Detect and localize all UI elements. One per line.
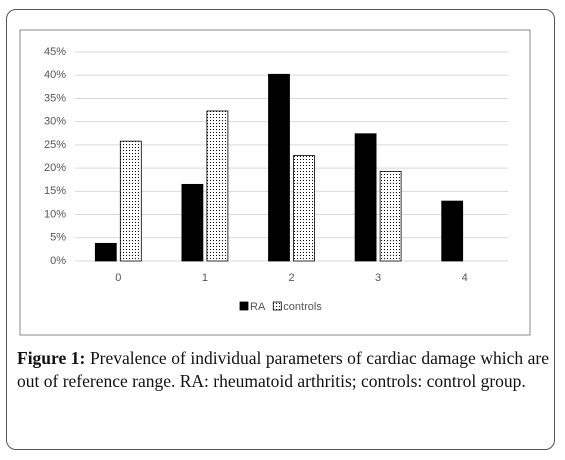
bar (181, 183, 204, 262)
bar (119, 140, 142, 262)
bar (94, 242, 117, 262)
chart-border (19, 29, 531, 336)
legend-swatch (239, 301, 249, 311)
bar (268, 73, 290, 262)
legend-label: controls (283, 301, 322, 313)
y-tick-label: 25% (44, 139, 66, 151)
y-tick-label: 5% (50, 232, 66, 244)
x-tick-label: 1 (202, 272, 208, 284)
x-tick-label: 3 (375, 272, 381, 284)
bar (441, 200, 464, 262)
bar (379, 170, 402, 262)
y-tick-label: 40% (44, 69, 66, 81)
caption-label: Figure 1: (17, 348, 86, 368)
y-tick-label: 15% (44, 185, 66, 197)
caption-text: Prevalence of individual parameters of c… (17, 348, 549, 391)
y-tick-label: 0% (50, 255, 66, 267)
y-tick-label: 35% (44, 92, 66, 104)
y-tick-label: 10% (44, 208, 66, 220)
legend-swatch (272, 301, 282, 311)
x-tick-label: 4 (462, 272, 468, 284)
bar (206, 110, 229, 262)
y-tick-label: 20% (44, 162, 66, 174)
caption: Figure 1: Prevalence of individual param… (17, 347, 549, 393)
x-tick-label: 0 (115, 272, 121, 284)
x-tick-label: 2 (288, 272, 294, 284)
legend-label: RA (250, 301, 266, 313)
bar (293, 155, 315, 262)
figure-frame (6, 9, 555, 450)
bar (354, 133, 377, 262)
y-tick-label: 30% (44, 116, 66, 128)
y-tick-label: 45% (44, 46, 66, 58)
